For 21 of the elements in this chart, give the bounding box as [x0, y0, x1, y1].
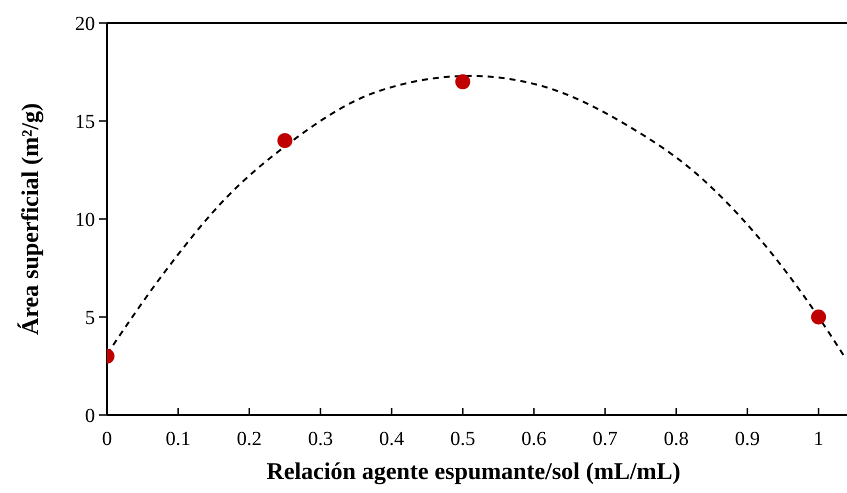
y-tick-label: 0 — [85, 405, 95, 427]
x-tick-label: 0.5 — [450, 428, 476, 450]
x-tick-label: 0.9 — [734, 428, 760, 450]
x-tick-label: 0.6 — [521, 428, 546, 450]
x-tick-label: 1 — [814, 428, 824, 450]
point — [277, 133, 292, 148]
point — [811, 310, 826, 324]
y-tick-label: 5 — [85, 307, 95, 329]
y-tick-label: 20 — [75, 13, 95, 35]
x-tick-label: 0 — [102, 428, 112, 450]
x-tick-label: 0.1 — [166, 428, 191, 450]
x-tick-label: 0.7 — [592, 428, 618, 450]
x-tick-label: 0.2 — [236, 428, 262, 450]
x-tick-label: 0.4 — [379, 428, 404, 450]
x-axis-title: Relación agente espumante/sol (mL/mL) — [266, 459, 680, 485]
y-tick-label: 10 — [75, 209, 95, 231]
y-axis-title: Área superficial (m²/g) — [17, 102, 44, 336]
x-tick-label: 0.8 — [664, 428, 689, 450]
x-tick-label: 0.3 — [308, 428, 333, 450]
y-tick-label: 15 — [75, 111, 95, 133]
point — [455, 74, 470, 90]
